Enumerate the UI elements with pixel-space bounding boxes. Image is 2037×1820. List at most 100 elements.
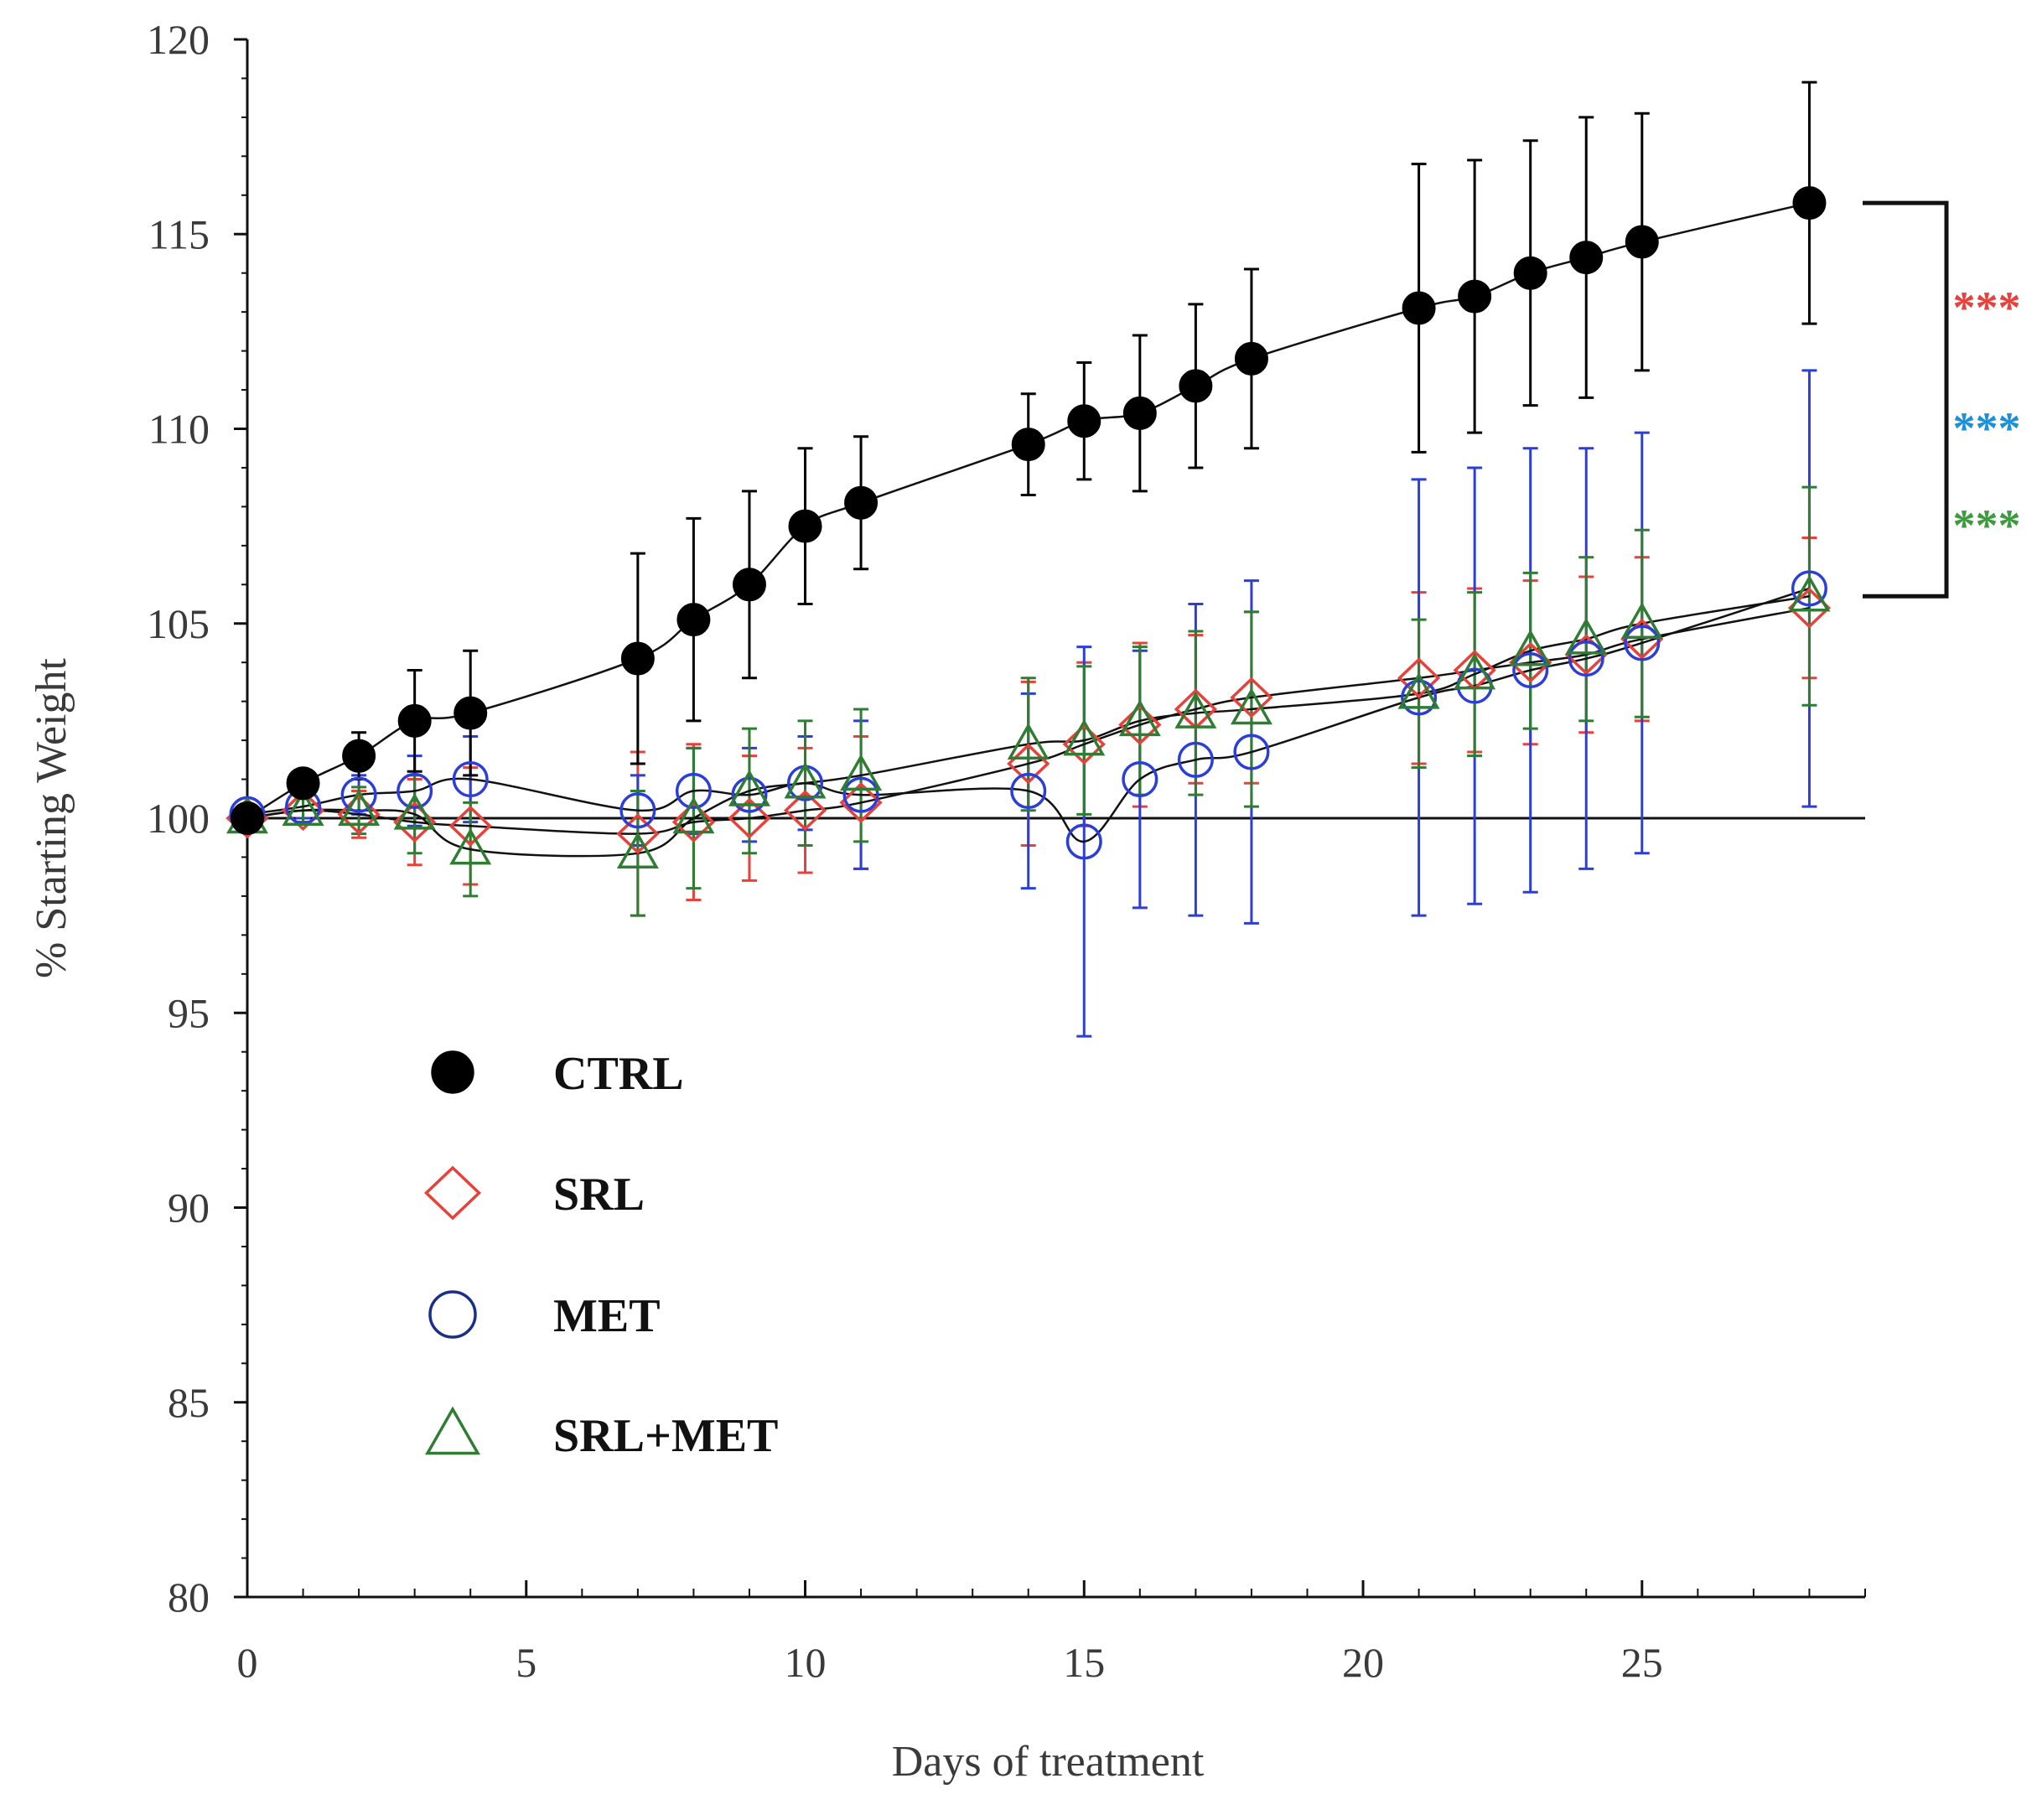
data-point (1065, 823, 1102, 860)
data-point (397, 703, 432, 738)
data-point (1011, 428, 1045, 462)
significance-bracket (1863, 200, 1949, 599)
legend-item-srl-met: SRL+MET (424, 1406, 778, 1462)
data-point (842, 776, 879, 813)
significance-group: *** *** *** (1863, 200, 2021, 599)
data-point (784, 761, 827, 799)
series-ctrl-points (231, 186, 1827, 835)
data-point (449, 827, 492, 865)
legend-label: CTRL (553, 1048, 684, 1100)
legend-item-srl: SRL (423, 1165, 645, 1221)
data-point (448, 805, 492, 847)
data-point (1010, 772, 1047, 810)
data-point (1402, 291, 1436, 325)
legend: CTRL SRL MET SRL+MET (423, 1048, 778, 1462)
data-point (1122, 396, 1157, 430)
y-tick-label: 100 (147, 795, 210, 842)
series-met-line (246, 587, 1810, 843)
x-tick-label: 20 (1342, 1639, 1384, 1686)
data-point (1513, 256, 1547, 290)
data-point (1565, 617, 1608, 655)
significance-mark-srl: *** (1953, 283, 2021, 333)
data-point (783, 790, 827, 832)
data-point (1118, 699, 1161, 737)
legend-label: SRL+MET (553, 1410, 778, 1462)
data-point (1509, 629, 1552, 666)
data-point (1179, 369, 1213, 403)
data-point (452, 761, 489, 798)
data-point (1174, 692, 1217, 729)
data-point (788, 509, 822, 543)
data-point (454, 696, 488, 730)
y-tick-label: 85 (168, 1379, 210, 1426)
axes: 80 85 90 95 100 105 110 115 120 0 5 10 15 20 25 Days of… (28, 16, 1866, 1786)
data-point (1397, 657, 1441, 699)
y-tick-label: 90 (168, 1185, 210, 1231)
data-point (671, 801, 716, 843)
data-point (338, 789, 381, 826)
x-tick-label: 5 (516, 1639, 536, 1686)
series-group (225, 80, 1832, 1038)
x-tick-label: 10 (785, 1639, 827, 1686)
data-point (1062, 723, 1106, 765)
data-point (844, 485, 879, 520)
data-point (1063, 718, 1106, 756)
data-point (1122, 761, 1158, 798)
data-point (1007, 723, 1050, 760)
data-point (337, 793, 381, 835)
data-point (1177, 741, 1214, 778)
data-point (1788, 574, 1831, 612)
data-point (1569, 241, 1604, 275)
legend-label: SRL (553, 1169, 645, 1221)
y-tick-label: 110 (148, 406, 210, 453)
data-point (397, 772, 433, 810)
y-axis-title: % Starting Weight (28, 657, 75, 977)
y-tick-label: 115 (148, 210, 210, 257)
x-tick-label: 0 (237, 1639, 258, 1686)
data-point (675, 772, 712, 810)
data-point (1118, 704, 1162, 745)
legend-item-met: MET (428, 1290, 661, 1342)
data-point (620, 641, 655, 676)
data-point (616, 813, 660, 854)
data-point (1512, 651, 1549, 689)
data-point (1625, 225, 1659, 259)
data-point (1230, 677, 1273, 718)
data-point (672, 796, 715, 834)
series-met-points (229, 570, 1827, 860)
data-point (342, 739, 376, 773)
data-point (728, 769, 770, 806)
significance-mark-met: *** (1953, 403, 2021, 454)
data-point (286, 766, 320, 801)
x-axis-title: Days of treatment (892, 1738, 1205, 1786)
data-point (1230, 687, 1272, 725)
data-point (340, 776, 377, 813)
y-tick-label: 120 (147, 16, 210, 63)
data-point (731, 776, 768, 813)
data-point (1620, 602, 1663, 639)
y-tick-label: 80 (168, 1574, 210, 1620)
legend-label: MET (553, 1290, 661, 1342)
series-srl-line (246, 606, 1810, 835)
data-point (840, 754, 883, 791)
data-point (1568, 640, 1604, 677)
data-point (1397, 671, 1440, 709)
data-point (231, 801, 264, 835)
data-point (619, 792, 656, 829)
x-tick-label: 25 (1621, 1639, 1663, 1686)
legend-marker (424, 1406, 481, 1455)
data-point (1792, 186, 1827, 220)
data-point (1067, 404, 1101, 438)
legend-marker (428, 1290, 477, 1339)
legend-item-ctrl: CTRL (431, 1048, 684, 1100)
legend-marker (423, 1165, 482, 1221)
data-point (1458, 279, 1492, 314)
data-point (728, 797, 771, 839)
data-point (676, 603, 711, 637)
significance-mark-srl-met: *** (1953, 500, 2021, 551)
legend-marker (431, 1050, 474, 1094)
data-point (393, 792, 436, 830)
data-point (281, 790, 325, 832)
y-tick-label: 95 (168, 989, 210, 1036)
